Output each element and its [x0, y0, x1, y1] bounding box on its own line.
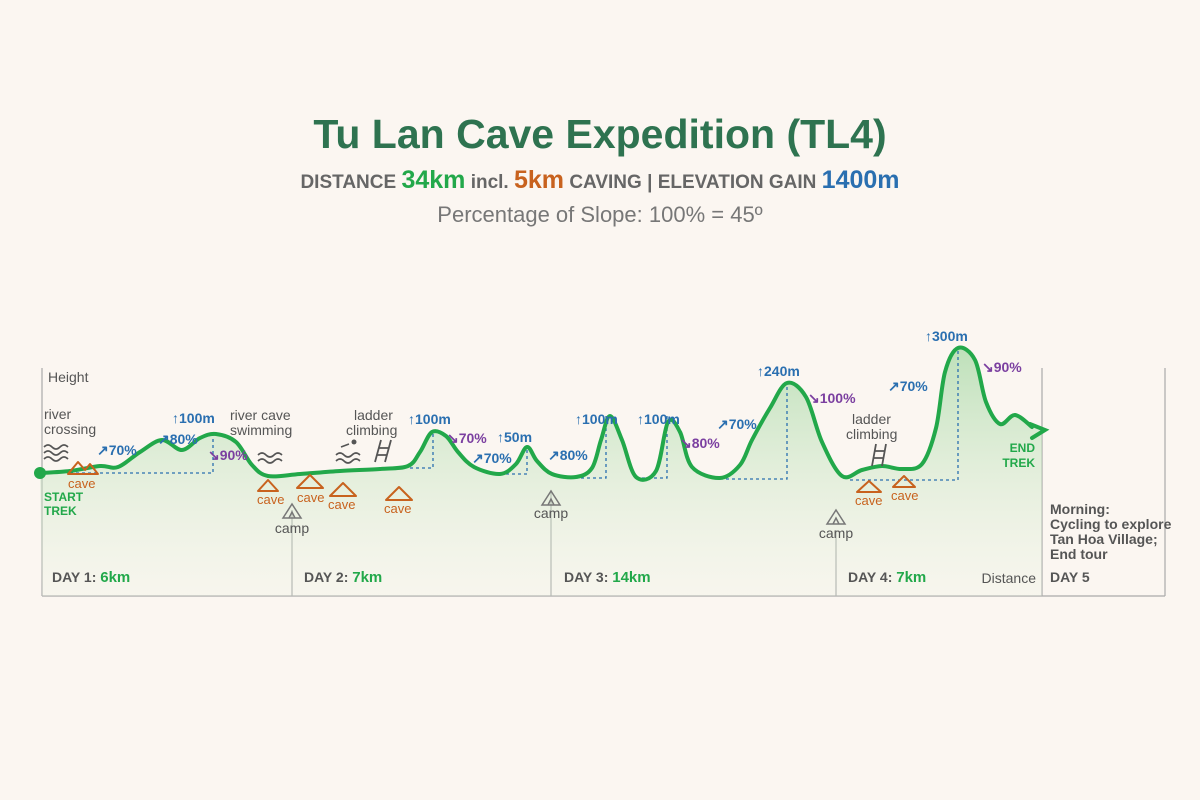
slope: ↗70%	[97, 442, 137, 458]
activity: climbing	[346, 422, 397, 438]
cave-label: cave	[855, 493, 882, 508]
slope: ↗70%	[472, 450, 512, 466]
profile-line	[38, 345, 1034, 482]
cave-label: cave	[257, 492, 284, 507]
activity: climbing	[846, 426, 897, 442]
day5-note: Morning:	[1050, 501, 1110, 517]
activity: ladder	[852, 411, 891, 427]
slope: ↑100m	[575, 411, 618, 427]
day: DAY 4: 7km	[848, 569, 926, 586]
profile-fill	[40, 347, 1042, 596]
cave-label: cave	[68, 476, 95, 491]
slope: ↗70%	[717, 416, 757, 432]
slope: ↑240m	[757, 363, 800, 379]
icons	[43, 439, 916, 525]
slope-guides	[70, 348, 959, 481]
camp-label: camp	[534, 505, 568, 521]
subtitle: DISTANCE 34km incl. 5km CAVING | ELEVATI…	[300, 166, 899, 194]
axis-label: Distance	[982, 570, 1037, 586]
start-dot	[34, 467, 46, 479]
start-label: TREK	[44, 504, 77, 518]
camp-label: camp	[819, 525, 853, 541]
activity: ladder	[354, 407, 393, 423]
start-label: START	[44, 490, 84, 504]
activity: river cave	[230, 407, 291, 423]
day: DAY 1: 6km	[52, 569, 130, 586]
slope: ↑100m	[172, 410, 215, 426]
slope: ↘80%	[680, 435, 720, 451]
camp-label: camp	[275, 520, 309, 536]
cave-label: cave	[297, 490, 324, 505]
activity: river	[44, 406, 72, 422]
slope: ↑100m	[637, 411, 680, 427]
day: DAY 5	[1050, 569, 1090, 585]
end-arrow	[1028, 422, 1050, 440]
slope: ↑300m	[925, 328, 968, 344]
end-label: TREK	[1002, 456, 1035, 470]
note: Percentage of Slope: 100% = 45º	[437, 202, 762, 227]
slope: ↗80%	[548, 447, 588, 463]
slope: ↘90%	[982, 359, 1022, 375]
slope: ↗80%	[158, 431, 198, 447]
day: DAY 3: 14km	[564, 569, 651, 586]
cave-label: cave	[891, 488, 918, 503]
activity: swimming	[230, 422, 292, 438]
slope: ↗70%	[888, 378, 928, 394]
slope: ↑50m	[497, 429, 532, 445]
title: Tu Lan Cave Expedition (TL4)	[313, 111, 886, 157]
slope: ↘90%	[208, 447, 248, 463]
slope: ↘70%	[447, 430, 487, 446]
end-label: END	[1010, 441, 1036, 455]
axis-label: Height	[48, 369, 89, 385]
day5-note: Cycling to explore	[1050, 516, 1172, 532]
activity: crossing	[44, 421, 96, 437]
cave-label: cave	[384, 501, 411, 516]
day5-note: End tour	[1050, 546, 1108, 562]
cave-label: cave	[328, 497, 355, 512]
day5-note: Tan Hoa Village;	[1050, 531, 1158, 547]
slope: ↘100%	[808, 390, 856, 406]
day: DAY 2: 7km	[304, 569, 382, 586]
slope: ↑100m	[408, 411, 451, 427]
